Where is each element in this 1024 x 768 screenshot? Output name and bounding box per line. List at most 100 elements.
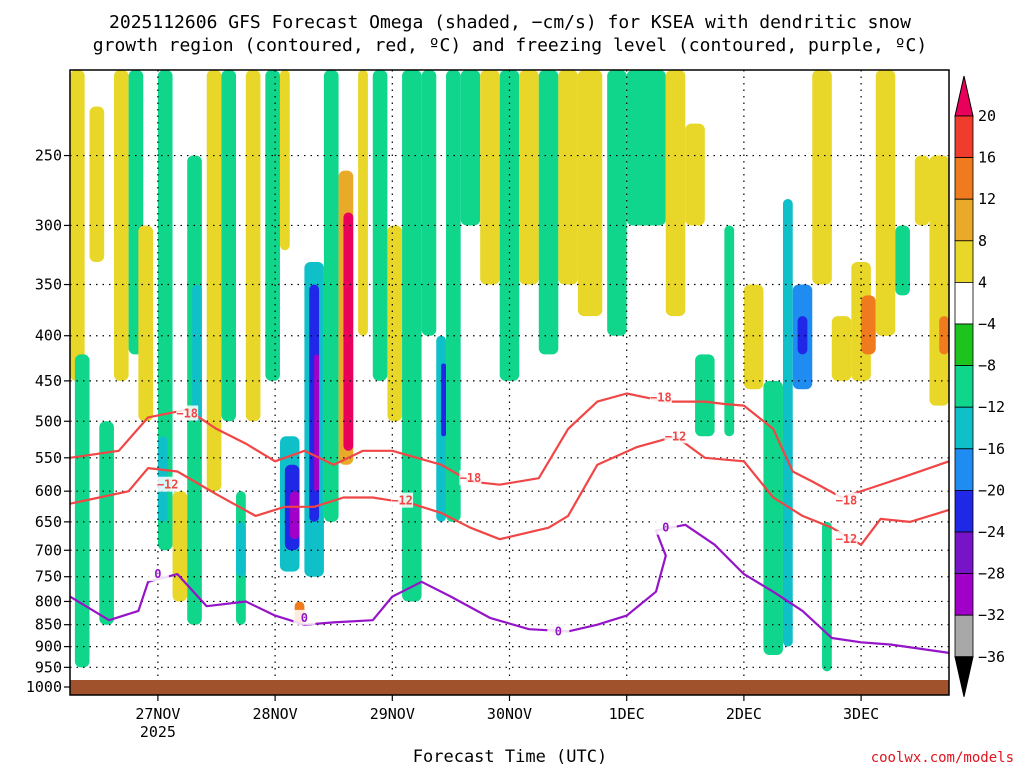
omega-cell: [343, 212, 354, 451]
plot-area: −18 −18 −18 −18 −12 −12 −12 −12 0 0 0 0: [69, 69, 950, 696]
colorbar-label: 20: [978, 107, 996, 125]
colorbar-segment: [954, 115, 974, 158]
omega-cell: [914, 155, 930, 226]
contour-label-bg: [649, 389, 672, 405]
contour-label: 0: [662, 521, 669, 535]
colorbar-segment: [954, 448, 974, 491]
x-axis-label: Forecast Time (UTC): [413, 747, 607, 767]
omega-cell: [695, 354, 715, 437]
contour-label: −12: [836, 532, 858, 546]
colorbar-label: 8: [978, 232, 987, 250]
omega-cell: [358, 70, 368, 336]
omega-cell: [441, 363, 447, 437]
colorbar-segment: [954, 281, 974, 325]
colorbar-label: −4: [978, 315, 996, 333]
omega-cell: [236, 521, 246, 577]
colorbar-label: 12: [978, 190, 996, 208]
y-tick-label: 500: [35, 412, 62, 430]
omega-cell: [192, 284, 202, 422]
omega-shading: [70, 70, 949, 672]
y-tick-label: 700: [35, 541, 62, 559]
colorbar-segment: [954, 489, 974, 533]
omega-cell: [577, 70, 603, 317]
omega-cell: [861, 295, 876, 355]
colorbar-label: −20: [978, 481, 1005, 499]
omega-cell: [157, 70, 173, 551]
colorbar-label: 4: [978, 273, 987, 291]
omega-cell: [245, 70, 261, 422]
colorbar-segment: [954, 573, 974, 616]
y-tick-label: 1000: [26, 678, 62, 696]
omega-cell: [221, 70, 237, 422]
credit-text: coolwx.com/models: [871, 750, 1014, 766]
omega-cell: [797, 316, 808, 355]
x-tick-label: 1DEC: [609, 705, 645, 723]
contour-label: 0: [154, 567, 161, 581]
omega-cell: [138, 225, 154, 422]
y-tick-label: 950: [35, 658, 62, 676]
y-tick-label: 600: [35, 482, 62, 500]
colorbar-segment: [954, 406, 974, 450]
omega-cell: [558, 70, 578, 285]
contour-label: −12: [391, 494, 413, 508]
contour-label-bg: [176, 405, 199, 421]
omega-cell: [831, 316, 852, 381]
colorbar-segment: [954, 157, 974, 200]
omega-cell: [538, 70, 559, 355]
contour-label: −18: [460, 471, 482, 485]
y-tick-label: 250: [35, 147, 62, 165]
omega-cell: [99, 421, 114, 625]
colorbar: 20 16 12 8 4 −4 −8 −12 −16 −20 −24 −28 −32 −36: [954, 75, 1005, 697]
x-tick-label: 29NOV: [370, 705, 415, 723]
omega-cell: [289, 491, 300, 540]
colorbar-label: −16: [978, 440, 1005, 458]
y-tick-label: 800: [35, 592, 62, 610]
omega-cell: [895, 225, 910, 296]
omega-cell: [812, 70, 832, 285]
y-tick-label: 900: [35, 638, 62, 656]
colorbar-bottom-arrow: [954, 656, 974, 697]
omega-cell: [74, 354, 90, 668]
colorbar-label: 16: [978, 149, 996, 167]
contour-label: 0: [555, 624, 562, 638]
contour-label-bg: [293, 609, 316, 625]
y-tick-label: 400: [35, 327, 62, 345]
contour-lines: −18 −18 −18 −18 −12 −12 −12 −12 0 0 0 0: [69, 389, 950, 654]
omega-cell: [665, 70, 686, 317]
omega-cell: [372, 70, 388, 381]
colorbar-segment: [954, 365, 974, 408]
omega-cell: [421, 70, 437, 336]
colorbar-label: −24: [978, 523, 1005, 541]
x-tick-label: 30NOV: [487, 705, 532, 723]
omega-cell: [875, 70, 896, 336]
colorbar-top-arrow: [954, 75, 974, 117]
contour-label-bg: [835, 531, 858, 547]
contour-label: −12: [665, 429, 687, 443]
colorbar-segment: [954, 614, 974, 658]
contour-label-bg: [146, 566, 169, 582]
contour-label-bg: [391, 492, 414, 508]
colorbar-segment: [954, 323, 974, 366]
chart-title-line-2: growth region (contoured, red, ºC) and f…: [93, 35, 927, 56]
y-tick-label: 450: [35, 372, 62, 390]
colorbar-segment: [954, 198, 974, 242]
ground-band: [70, 680, 949, 695]
x-tick-label: 28NOV: [253, 705, 298, 723]
y-tick-label: 300: [35, 216, 62, 234]
omega-cell: [113, 70, 129, 381]
colorbar-label: −36: [978, 648, 1005, 666]
contour-label-bg: [835, 492, 858, 508]
omega-cell: [929, 155, 949, 406]
y-tick-label: 850: [35, 616, 62, 634]
y-tick-label: 650: [35, 513, 62, 531]
omega-cell: [206, 70, 222, 492]
y-tick-label: 350: [35, 276, 62, 294]
omega-cell: [172, 491, 188, 602]
contour-label: −12: [157, 478, 179, 492]
contour-label-bg: [459, 470, 482, 486]
omega-cell: [387, 225, 403, 422]
contour-label-bg: [664, 428, 687, 444]
omega-cell: [499, 70, 520, 381]
contour-label-bg: [547, 623, 570, 639]
